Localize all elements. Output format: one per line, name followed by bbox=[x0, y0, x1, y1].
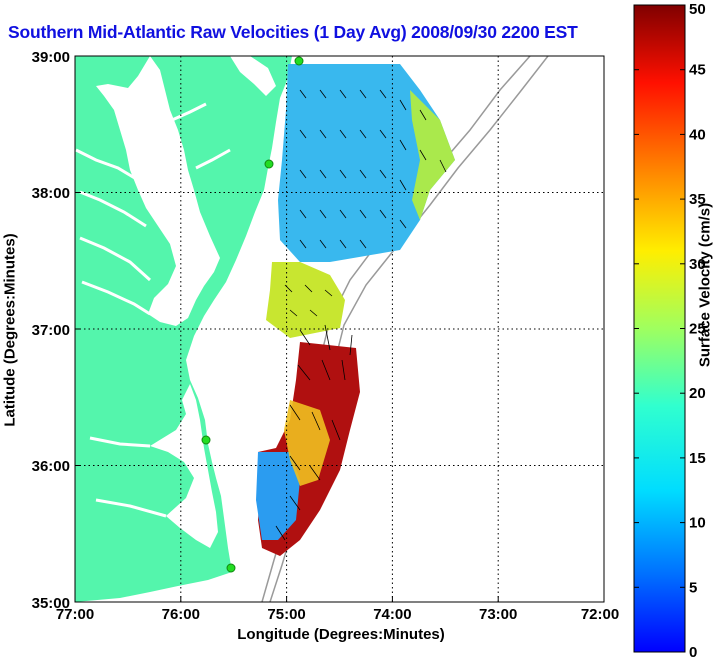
velocity-south-mid bbox=[284, 400, 330, 486]
x-tick-label: 74:00 bbox=[373, 606, 411, 623]
y-tick-label: 38:00 bbox=[32, 185, 70, 202]
colorbar-tick-label: 35 bbox=[689, 191, 706, 208]
colorbar-tick-label: 30 bbox=[689, 256, 706, 273]
map-title: Southern Mid-Atlantic Raw Velocities (1 … bbox=[8, 22, 578, 42]
colorbar-tick-label: 50 bbox=[689, 1, 706, 18]
y-tick-label: 39:00 bbox=[32, 49, 70, 66]
colorbar-tick-label: 45 bbox=[689, 62, 706, 79]
velocity-region-middle bbox=[266, 262, 345, 338]
radar-site-marker bbox=[294, 56, 304, 66]
lat-lon-grid bbox=[75, 56, 604, 602]
y-tick-label: 36:00 bbox=[32, 458, 70, 475]
colorbar-tick-label: 20 bbox=[689, 385, 706, 402]
colorbar-tick-label: 25 bbox=[689, 321, 706, 338]
y-tick-label: 35:00 bbox=[32, 595, 70, 612]
y-tick-label: 37:00 bbox=[32, 322, 70, 339]
colorbar-tick-label: 15 bbox=[689, 450, 706, 467]
velocity-east-edge bbox=[410, 90, 455, 220]
x-tick-label: 73:00 bbox=[479, 606, 517, 623]
x-tick-label: 76:00 bbox=[162, 606, 200, 623]
colorbar bbox=[633, 4, 686, 653]
velocity-south-inshore bbox=[256, 452, 300, 540]
y-tick-labels: 39:00 38:00 37:00 36:00 35:00 bbox=[32, 49, 70, 612]
colorbar-tick-label: 0 bbox=[689, 644, 697, 659]
x-axis-label: Longitude (Degrees:Minutes) bbox=[237, 626, 445, 643]
colorbar-tick-label: 40 bbox=[689, 126, 706, 143]
radar-site-marker bbox=[201, 435, 211, 445]
radar-sites bbox=[201, 56, 304, 573]
pamlico-sound bbox=[150, 384, 218, 548]
x-tick-label: 72:00 bbox=[581, 606, 619, 623]
colorbar-tick-label: 5 bbox=[689, 579, 697, 596]
chesapeake-bay bbox=[96, 56, 220, 326]
x-tick-label: 75:00 bbox=[267, 606, 305, 623]
radar-site-marker bbox=[226, 563, 236, 573]
current-vectors bbox=[275, 89, 447, 541]
x-tick-labels: 77:00 76:00 75:00 74:00 73:00 72:00 bbox=[56, 606, 619, 623]
x-tick-label: 77:00 bbox=[56, 606, 94, 623]
y-axis-label: Latitude (Degrees:Minutes) bbox=[1, 233, 19, 427]
radar-site-marker bbox=[264, 159, 274, 169]
colorbar-label: Surface Velocity (cm/s) bbox=[696, 202, 714, 368]
delaware-bay bbox=[230, 56, 276, 96]
tributaries bbox=[75, 102, 231, 518]
tick-marks bbox=[74, 55, 605, 603]
colorbar-tick-label: 10 bbox=[689, 515, 706, 532]
colorbar-ticks: 0 5 10 15 20 25 30 35 40 45 50 bbox=[634, 1, 706, 659]
